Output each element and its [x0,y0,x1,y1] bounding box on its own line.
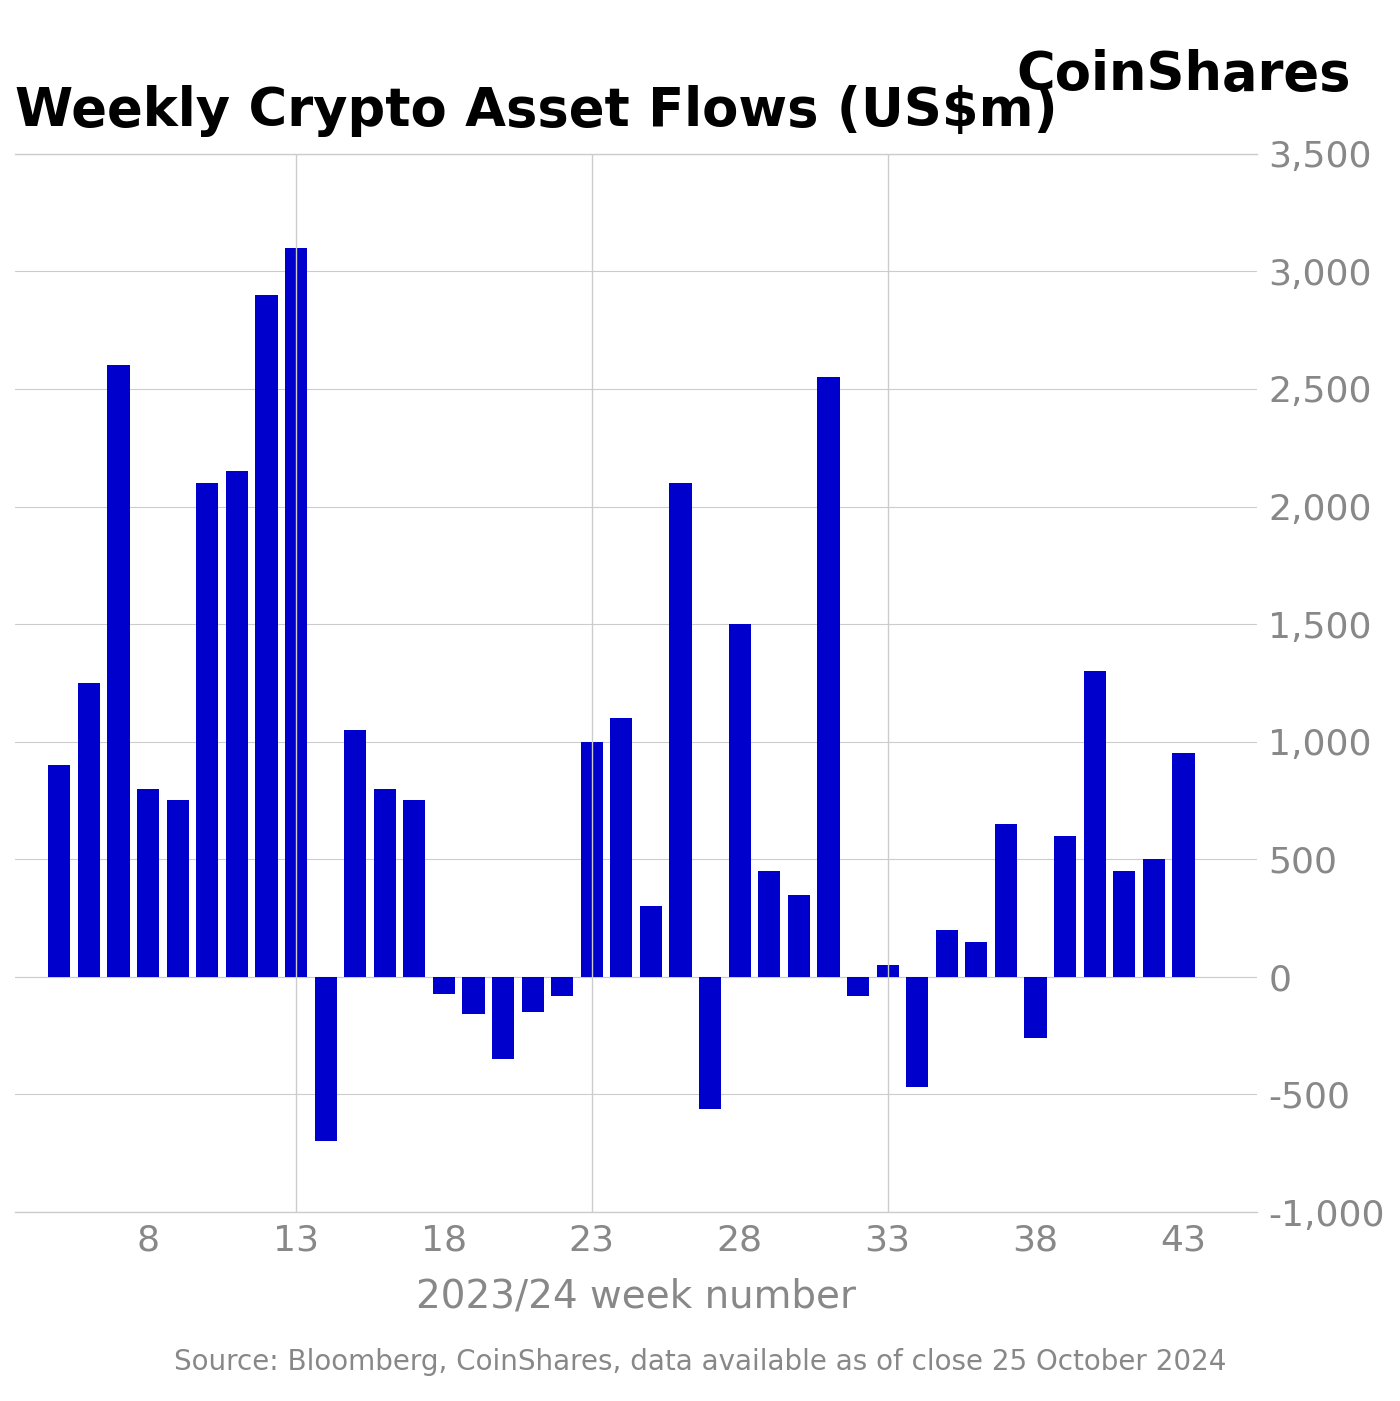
Bar [344,730,367,976]
Bar [286,248,307,976]
Bar [255,296,277,976]
Bar [1025,976,1047,1038]
Bar [965,941,987,976]
Bar [669,483,692,976]
Bar [1142,859,1165,976]
Bar [788,895,811,976]
Bar [1172,754,1194,976]
Bar [935,930,958,976]
Bar [640,906,662,976]
Bar [1054,836,1077,976]
Bar [906,976,928,1087]
Bar [1084,671,1106,976]
Bar [225,471,248,976]
Bar [522,976,543,1012]
Bar [78,682,99,976]
Bar [699,976,721,1108]
Bar [196,483,218,976]
Bar [876,965,899,976]
Bar [847,976,869,996]
Text: CoinShares: CoinShares [1016,49,1351,101]
Bar [728,623,750,976]
Bar [552,976,574,996]
Bar [48,765,70,976]
Bar [433,976,455,995]
Text: Weekly Crypto Asset Flows (US$m): Weekly Crypto Asset Flows (US$m) [15,85,1057,137]
Bar [818,377,840,976]
Bar [1113,871,1135,976]
Bar [491,976,514,1059]
Bar [610,719,633,976]
X-axis label: 2023/24 week number: 2023/24 week number [416,1278,857,1316]
Bar [315,976,336,1142]
Bar [108,366,130,976]
Text: Source: Bloomberg, CoinShares, data available as of close 25 October 2024: Source: Bloomberg, CoinShares, data avai… [174,1348,1226,1376]
Bar [759,871,780,976]
Bar [167,800,189,976]
Bar [403,800,426,976]
Bar [462,976,484,1014]
Bar [995,824,1016,976]
Bar [581,741,603,976]
Bar [374,789,396,976]
Bar [137,789,160,976]
